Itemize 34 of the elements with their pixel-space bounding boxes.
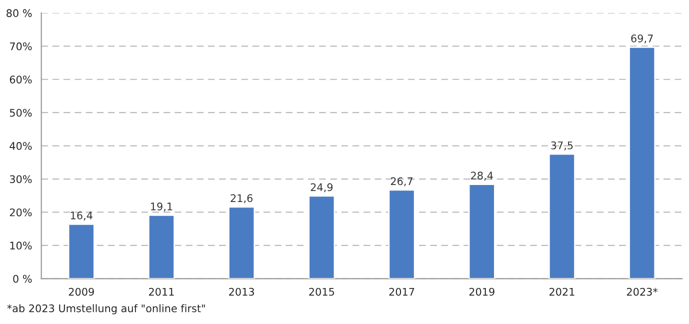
data-label: 26,7	[390, 177, 412, 186]
y-tick-label: 70%	[10, 42, 32, 50]
bar	[68, 223, 95, 279]
x-tick-label: 2019	[469, 288, 494, 296]
x-tick-label: 2009	[68, 288, 94, 296]
x-tick-label: 2021	[549, 288, 574, 296]
data-label: 69,7	[631, 34, 653, 44]
y-tick-label: 50%	[10, 108, 32, 117]
data-label: 19,1	[151, 202, 172, 212]
y-tick-label: 0 %	[13, 274, 32, 283]
data-label: 28,4	[471, 172, 493, 181]
data-label: 37,5	[551, 141, 573, 150]
bar	[228, 206, 256, 279]
y-tick-label: 10%	[10, 242, 32, 250]
bar	[628, 46, 656, 279]
bar	[468, 184, 496, 279]
y-tick-label: 20%	[10, 208, 32, 216]
x-tick-label: 2017	[389, 288, 414, 296]
y-tick-label: 60%	[10, 76, 32, 84]
x-tick-label: 2015	[309, 288, 334, 296]
y-tick-label: 40%	[10, 142, 32, 150]
x-tick-label: 2023*	[626, 288, 658, 296]
y-tick-label: 80 %	[6, 9, 32, 18]
y-tick-label: 30%	[10, 175, 32, 184]
bar	[548, 153, 576, 279]
bar	[308, 195, 336, 279]
x-tick-label: 2011	[148, 288, 174, 296]
bar	[148, 214, 175, 279]
x-tick-label: 2013	[229, 288, 254, 296]
data-label: 21,6	[230, 194, 253, 204]
data-label: 16,4	[70, 212, 92, 220]
text: *ab 2023 Umstellung auf "online first"	[7, 304, 205, 314]
bar	[388, 189, 416, 279]
data-label: 24,9	[310, 183, 333, 192]
